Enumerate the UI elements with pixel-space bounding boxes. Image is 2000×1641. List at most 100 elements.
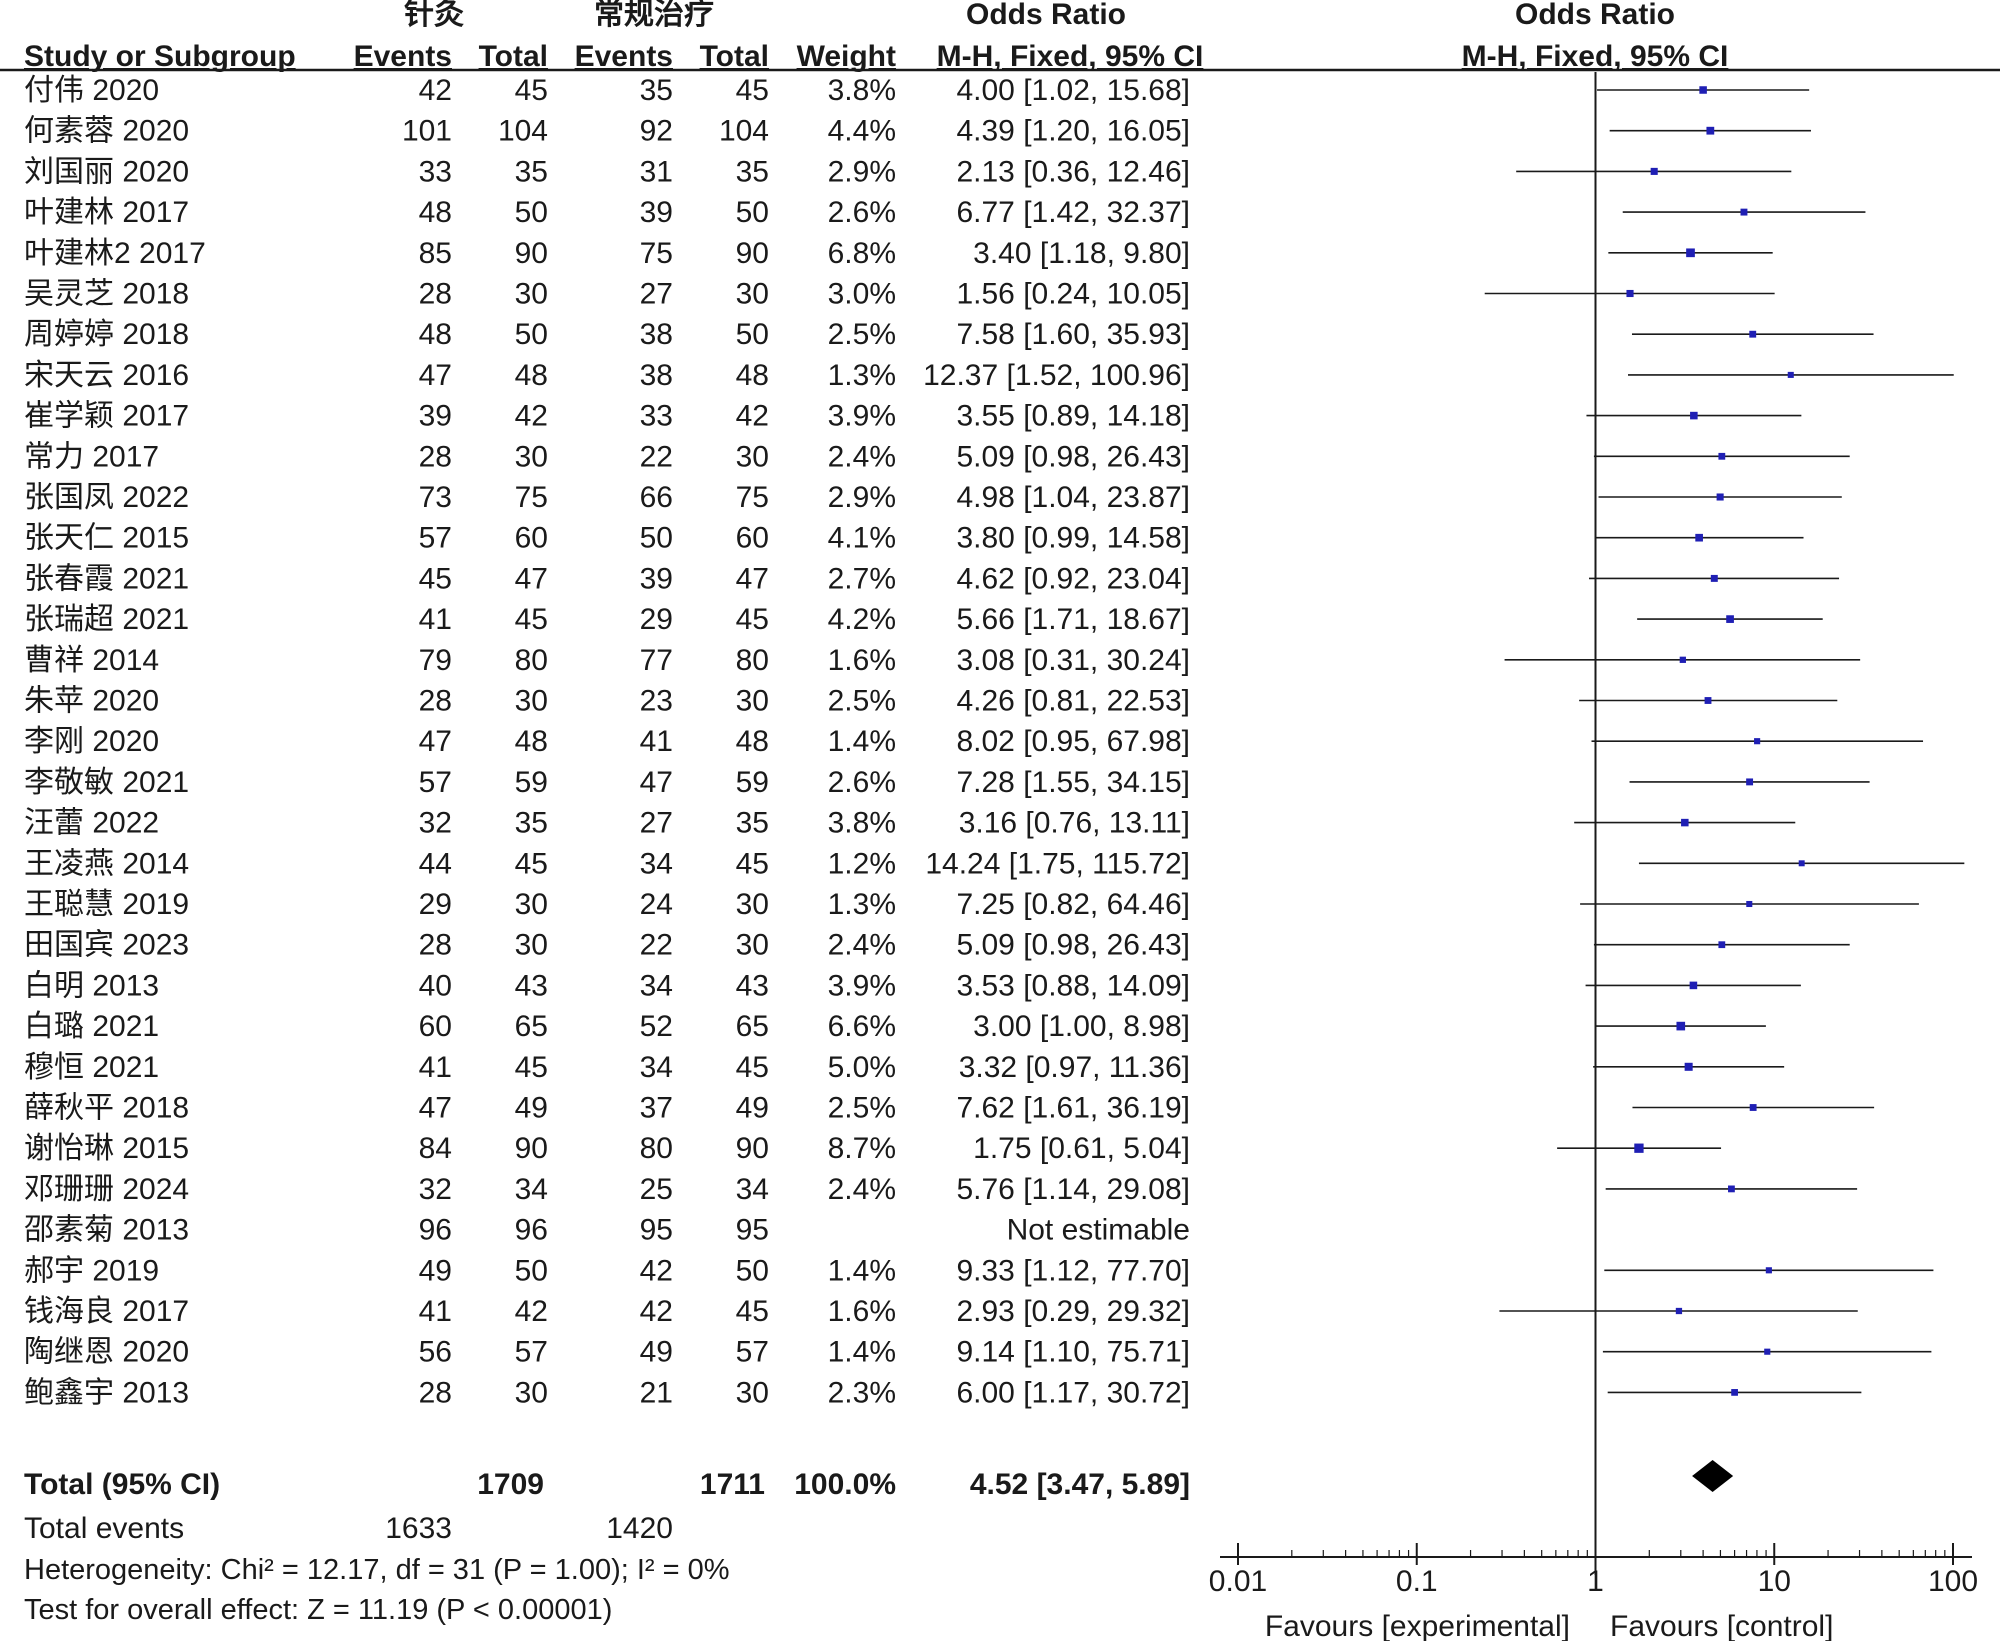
favours-experimental-label: Favours [experimental] [1265, 1610, 1570, 1641]
point-estimate [1704, 697, 1712, 704]
weight-cell: 2.4% [828, 1173, 896, 1206]
axis-tick-label: 0.01 [1209, 1565, 1267, 1598]
study-name: 薛秋平 2018 [24, 1092, 189, 1125]
or-ci-cell: 3.53 [0.88, 14.09] [956, 969, 1190, 1002]
ctrl-events-cell: 27 [640, 278, 673, 311]
exp-total-cell: 45 [515, 74, 548, 107]
total-events-exp: 1633 [385, 1512, 452, 1545]
ctrl-events-cell: 42 [640, 1295, 673, 1328]
exp-events-cell: 28 [419, 278, 452, 311]
plot-method-header: M-H, Fixed, 95% CI [1462, 40, 1729, 73]
table-method-header: M-H, Fixed, 95% CI [937, 40, 1204, 73]
study-name: 曹祥 2014 [24, 644, 159, 677]
or-ci-cell: 3.80 [0.99, 14.58] [956, 522, 1190, 555]
or-ci-cell: 3.00 [1.00, 8.98] [973, 1010, 1190, 1043]
or-ci-cell: 4.00 [1.02, 15.68] [956, 74, 1190, 107]
point-estimate [1676, 1021, 1686, 1031]
ctrl-events-cell: 29 [640, 603, 673, 636]
study-name: 郝宇 2019 [24, 1254, 159, 1287]
exp-events-cell: 57 [419, 766, 452, 799]
pooled-diamond [1692, 1460, 1734, 1492]
or-ci-cell: 8.02 [0.95, 67.98] [956, 725, 1190, 758]
ctrl-total-cell: 90 [736, 237, 769, 270]
overall-effect-text: Test for overall effect: Z = 11.19 (P < … [24, 1594, 612, 1626]
point-estimate [1686, 248, 1695, 258]
weight-cell: 1.4% [828, 1336, 896, 1369]
point-estimate [1689, 981, 1698, 990]
ctrl-total-cell: 50 [736, 318, 769, 351]
ctrl-total-cell: 30 [736, 888, 769, 921]
point-estimate [1765, 1267, 1772, 1274]
axis-tick-label: 1 [1587, 1565, 1604, 1598]
ctrl-events-cell: 77 [640, 644, 673, 677]
study-name: 田国宾 2023 [24, 929, 189, 962]
exp-total-header: Total [479, 40, 548, 73]
exp-events-header: Events [354, 40, 452, 73]
exp-events-cell: 41 [419, 603, 452, 636]
study-name: 白明 2013 [24, 969, 159, 1002]
ctrl-total-cell: 50 [736, 1254, 769, 1287]
exp-events-cell: 32 [419, 807, 452, 840]
ctrl-total-cell: 48 [736, 725, 769, 758]
ctrl-events-cell: 66 [640, 481, 673, 514]
ctrl-events-cell: 34 [640, 1051, 673, 1084]
total-ci: 4.52 [3.47, 5.89] [970, 1468, 1190, 1501]
study-name: 陶继恩 2020 [24, 1336, 189, 1369]
study-name: 崔学颖 2017 [24, 400, 189, 433]
point-estimate [1626, 289, 1634, 298]
weight-header: Weight [797, 40, 896, 73]
point-estimate [1749, 330, 1757, 338]
exp-events-cell: 96 [419, 1214, 452, 1247]
ctrl-total-cell: 80 [736, 644, 769, 677]
ctrl-total-cell: 45 [736, 847, 769, 880]
study-name: 何素蓉 2020 [24, 115, 189, 148]
total-events-ctrl: 1420 [606, 1512, 673, 1545]
total-events-label: Total events [24, 1512, 184, 1545]
study-name: 白璐 2021 [24, 1010, 159, 1043]
ctrl-total-cell: 30 [736, 278, 769, 311]
exp-total-cell: 30 [515, 888, 548, 921]
or-ci-cell: 7.58 [1.60, 35.93] [956, 318, 1190, 351]
exp-total-cell: 80 [515, 644, 548, 677]
weight-cell: 1.3% [828, 359, 896, 392]
study-name: 张天仁 2015 [24, 522, 189, 555]
total-ctrl-total: 1711 [700, 1468, 765, 1501]
ctrl-total-cell: 43 [736, 969, 769, 1002]
weight-cell: 2.5% [828, 685, 896, 718]
exp-events-cell: 73 [419, 481, 452, 514]
or-ci-cell: 3.55 [0.89, 14.18] [956, 400, 1190, 433]
study-name: 张国凤 2022 [24, 481, 189, 514]
study-name: 鲍鑫宇 2013 [24, 1376, 189, 1409]
exp-total-cell: 30 [515, 1376, 548, 1409]
ctrl-total-cell: 104 [719, 115, 769, 148]
weight-cell: 3.9% [828, 969, 896, 1002]
ctrl-total-cell: 60 [736, 522, 769, 555]
weight-cell: 4.4% [828, 115, 896, 148]
point-estimate [1754, 738, 1761, 745]
weight-cell: 2.4% [828, 440, 896, 473]
exp-total-cell: 43 [515, 969, 548, 1002]
point-estimate [1679, 656, 1686, 663]
exp-total-cell: 45 [515, 1051, 548, 1084]
weight-cell: 3.9% [828, 400, 896, 433]
or-ci-cell: 2.93 [0.29, 29.32] [956, 1295, 1190, 1328]
exp-events-cell: 79 [419, 644, 452, 677]
x-axis: 0.01 0.1 1 10 100 [1209, 1543, 1978, 1598]
point-estimate [1764, 1348, 1771, 1355]
exp-total-cell: 30 [515, 929, 548, 962]
or-ci-cell: 4.98 [1.04, 23.87] [956, 481, 1190, 514]
or-ci-cell: 6.77 [1.42, 32.37] [956, 196, 1190, 229]
exp-total-cell: 60 [515, 522, 548, 555]
weight-cell: 6.6% [828, 1010, 896, 1043]
point-estimate [1728, 1185, 1735, 1193]
weight-cell: 8.7% [828, 1132, 896, 1165]
table-or-title: Odds Ratio [966, 0, 1126, 31]
ctrl-events-cell: 27 [640, 807, 673, 840]
exp-events-cell: 42 [419, 74, 452, 107]
weight-cell: 5.0% [828, 1051, 896, 1084]
ctrl-events-cell: 42 [640, 1254, 673, 1287]
exp-events-cell: 28 [419, 440, 452, 473]
or-ci-cell: 9.33 [1.12, 77.70] [956, 1254, 1190, 1287]
ctrl-total-cell: 45 [736, 603, 769, 636]
exp-events-cell: 39 [419, 400, 452, 433]
